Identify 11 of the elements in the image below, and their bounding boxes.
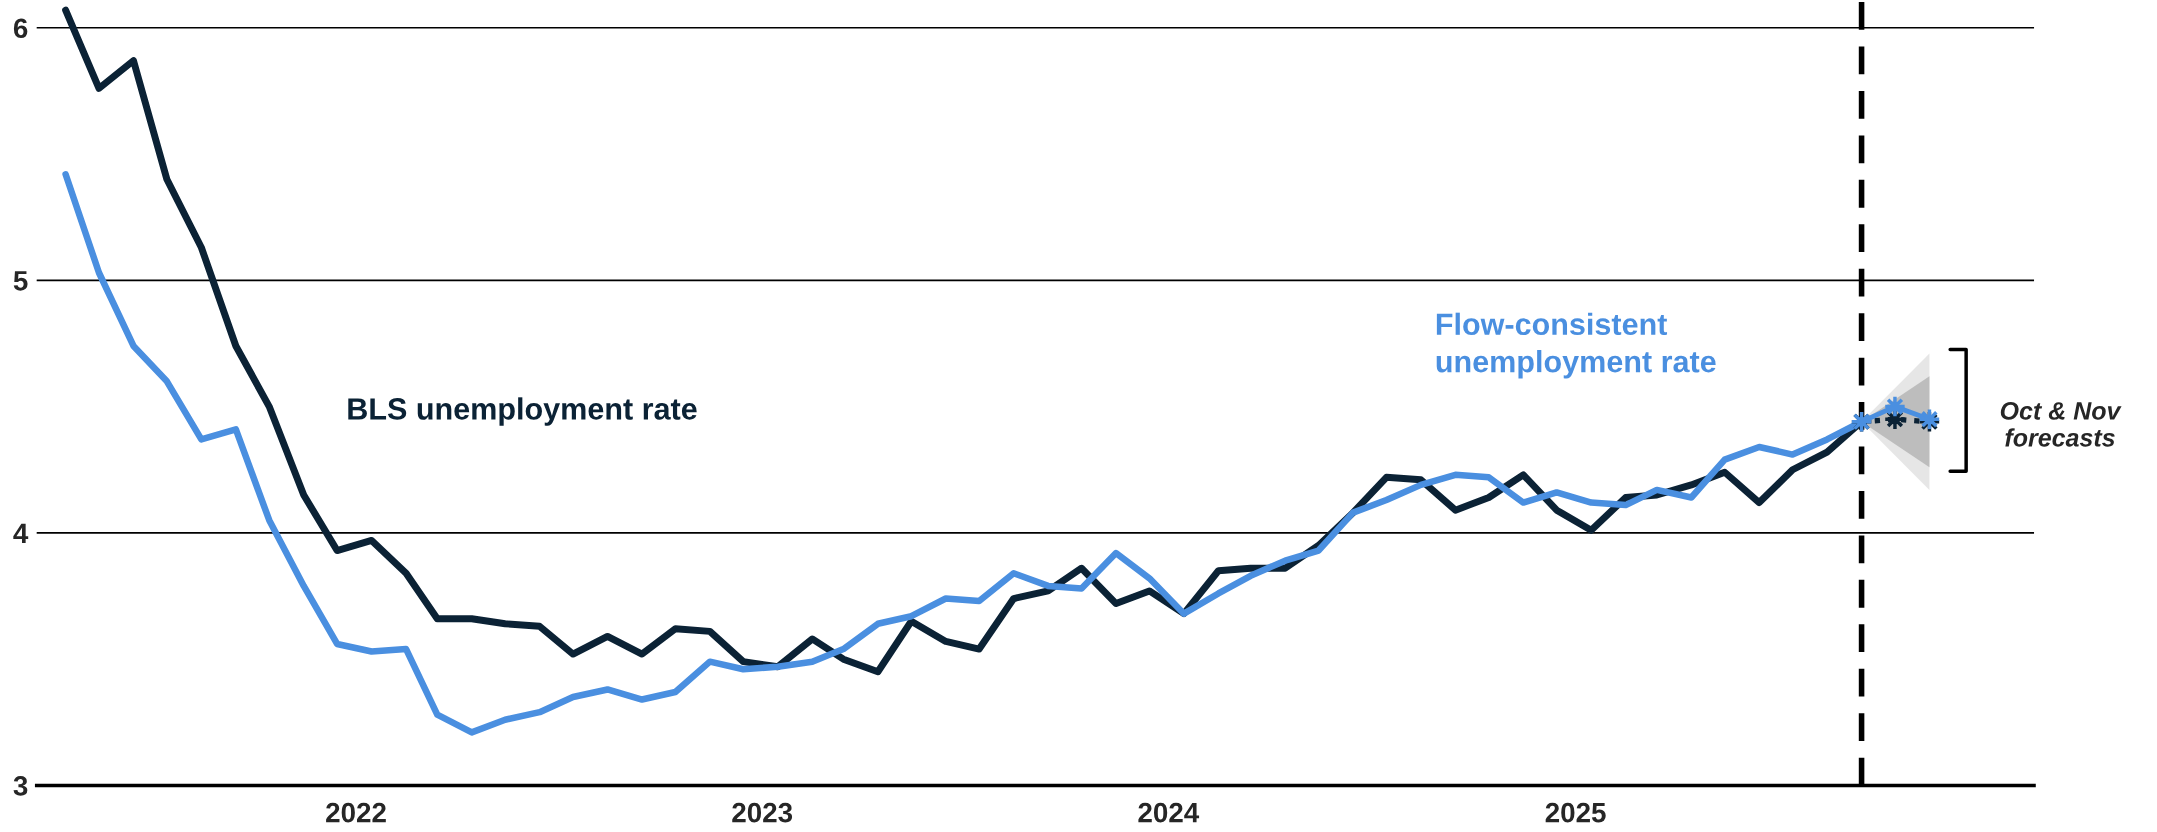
y-tick-label: 4 bbox=[13, 523, 29, 543]
y-tick-label: 3 bbox=[13, 776, 28, 796]
x-tick-label: 2025 bbox=[1545, 802, 1606, 823]
text: Flow-consistent unemployment rate bbox=[1436, 312, 1716, 379]
y-tick-label: 5 bbox=[13, 271, 28, 291]
x-tick-label: 2022 bbox=[326, 802, 386, 823]
text: BLS unemployment rate bbox=[348, 397, 697, 426]
annotation: Oct & Nov forecasts bbox=[2000, 402, 2122, 447]
x-tick-label: 2023 bbox=[732, 802, 793, 823]
y-tick-label: 6 bbox=[13, 18, 28, 39]
x-tick-label: 2024 bbox=[1138, 802, 1200, 823]
